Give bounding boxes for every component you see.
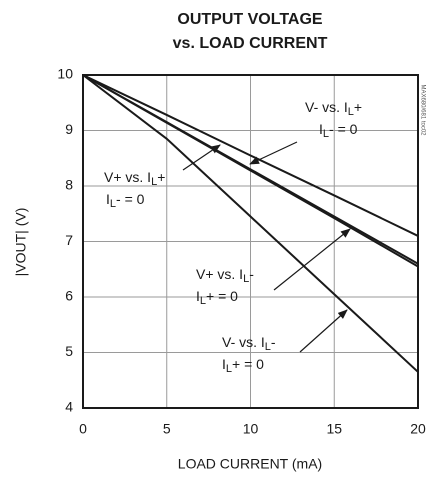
plot-frame xyxy=(82,74,419,409)
annotation-text: + xyxy=(157,169,165,185)
annotation-text: L xyxy=(323,128,329,140)
annotation: IL- = 0 xyxy=(106,191,145,210)
y-axis-label: |VOUT| (V) xyxy=(13,208,29,277)
annotation-text: - = 0 xyxy=(116,191,145,207)
annotation-text: V- vs. I xyxy=(305,99,348,115)
x-axis-label: LOAD CURRENT (mA) xyxy=(178,456,322,472)
x-tick-label: 0 xyxy=(79,421,87,437)
annotation-arrow xyxy=(182,144,221,171)
annotation: V+ vs. IL- xyxy=(196,266,254,285)
annotation-text: L xyxy=(200,295,206,307)
chart-title: vs. LOAD CURRENT xyxy=(173,35,328,52)
y-tick-label: 5 xyxy=(65,343,73,359)
annotation: IL+ = 0 xyxy=(222,356,264,375)
annotation: V- vs. IL+ xyxy=(305,99,362,118)
annotation-text: I xyxy=(196,288,200,304)
annotation-text: L xyxy=(348,106,354,118)
annotation-arrow xyxy=(273,228,351,291)
annotation: V+ vs. IL+ xyxy=(104,169,165,188)
annotation-text: L xyxy=(226,363,232,375)
annotation-text: L xyxy=(110,198,116,210)
annotation: IL- = 0 xyxy=(319,121,358,140)
annotation: IL+ = 0 xyxy=(196,288,238,307)
annotation-text: V+ vs. I xyxy=(104,169,151,185)
x-tick-label: 15 xyxy=(326,421,342,437)
annotation-arrow xyxy=(299,309,348,353)
annotation-text: V- vs. I xyxy=(222,334,265,350)
y-tick-label: 4 xyxy=(65,399,73,415)
annotation-text: + = 0 xyxy=(232,356,264,372)
annotation-text: - xyxy=(271,334,276,350)
series-line xyxy=(82,74,419,373)
series-line xyxy=(82,74,419,237)
y-tick-label: 9 xyxy=(65,121,73,137)
x-tick-label: 5 xyxy=(163,421,171,437)
series-line xyxy=(82,74,419,268)
annotation-text: L xyxy=(243,273,249,285)
annotation-text: - = 0 xyxy=(329,121,358,137)
y-tick-label: 8 xyxy=(65,177,73,193)
annotation-text: - xyxy=(249,266,254,282)
annotation-text: L xyxy=(265,341,271,353)
annotation-text: L xyxy=(151,176,157,188)
annotation-text: I xyxy=(106,191,110,207)
annotation-text: V+ vs. I xyxy=(196,266,243,282)
annotation: V- vs. IL- xyxy=(222,334,276,353)
chart-title: OUTPUT VOLTAGE xyxy=(177,11,323,28)
annotation-arrow xyxy=(249,141,298,165)
y-tick-label: 7 xyxy=(65,232,73,248)
annotation-text: I xyxy=(222,356,226,372)
annotation-text: + xyxy=(354,99,362,115)
x-tick-label: 20 xyxy=(410,421,426,437)
x-tick-label: 10 xyxy=(243,421,259,437)
annotation-text: + = 0 xyxy=(206,288,238,304)
y-tick-label: 10 xyxy=(57,66,73,82)
y-tick-label: 6 xyxy=(65,288,73,304)
watermark: MAX680/681 toc02 xyxy=(419,84,425,136)
annotation-text: I xyxy=(319,121,323,137)
